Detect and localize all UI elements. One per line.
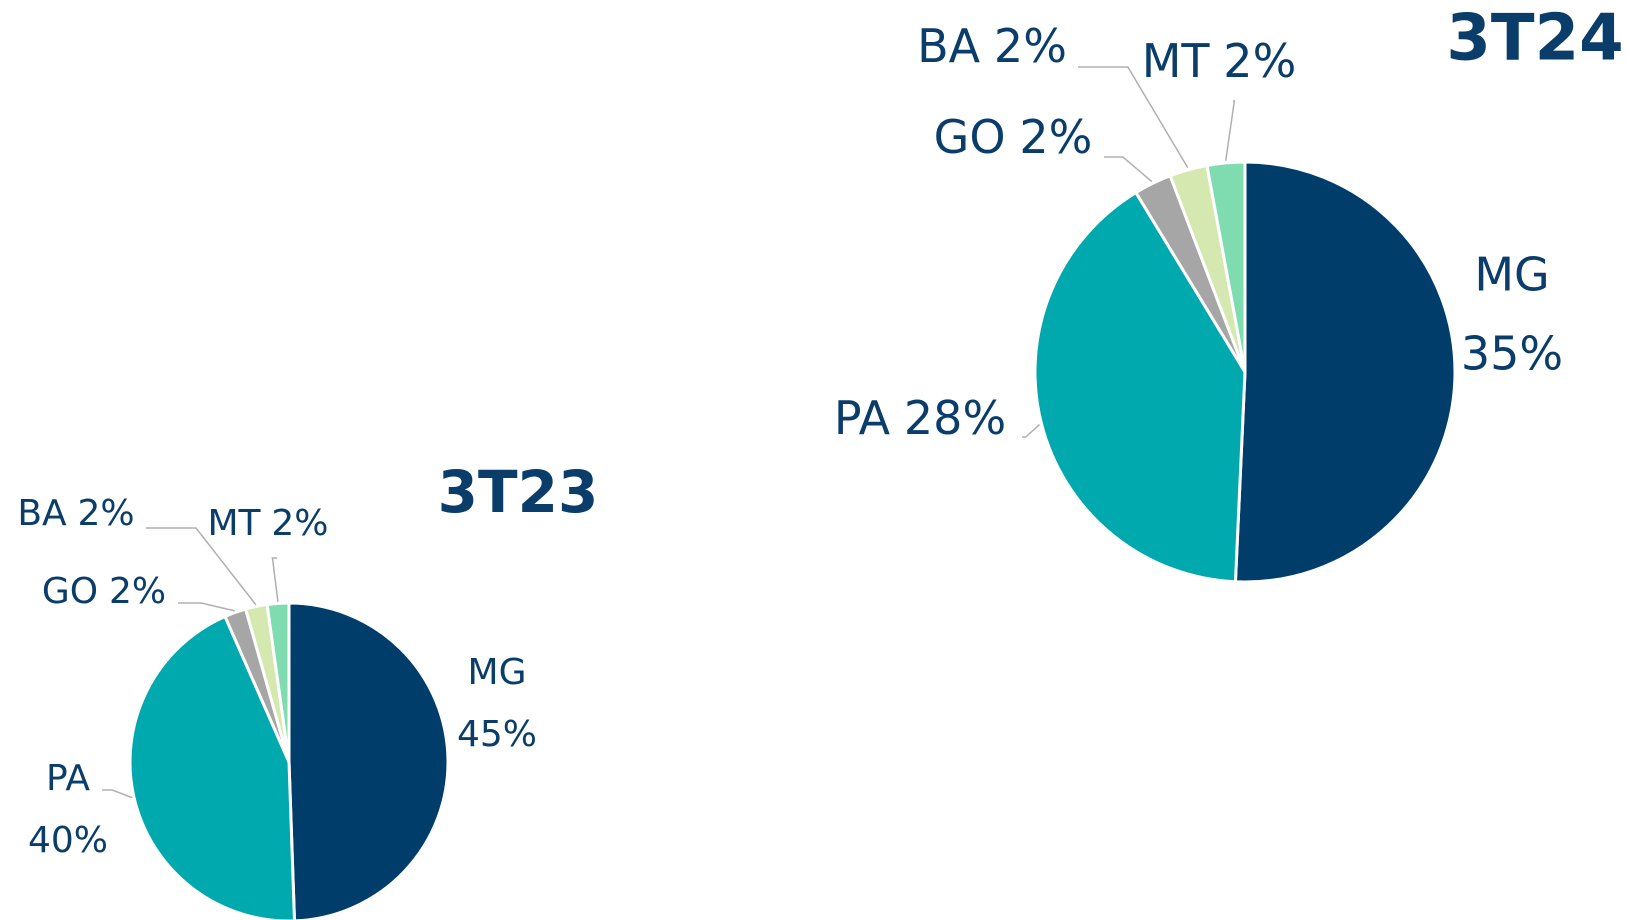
slice-value-label: 40%: [28, 820, 108, 861]
leader-line: [1104, 156, 1153, 183]
leader-line: [102, 789, 133, 799]
slice-category: BA: [17, 493, 67, 534]
leader-line: [1078, 66, 1189, 169]
slice-category: BA: [917, 19, 981, 73]
pie-slice: [1033, 190, 1247, 584]
slice-category: MG: [468, 652, 527, 693]
pie-slice: [1205, 160, 1247, 373]
pie-slice: [265, 601, 291, 763]
leader-line: [271, 557, 279, 602]
slice-value-label: 28%: [904, 391, 1006, 445]
chart-title: 3T24: [1446, 2, 1623, 76]
leader-line: [1022, 424, 1041, 438]
slice-value-label: 2%: [109, 571, 166, 612]
slice-category: PA: [834, 391, 891, 445]
slice-value-label: 2%: [1223, 34, 1296, 88]
slice-label: BA 2%: [917, 19, 1067, 73]
slice-label: GO 2%: [42, 571, 166, 612]
slice-label: GO 2%: [934, 110, 1093, 164]
slice-category: MT: [1142, 34, 1211, 88]
slice-category: GO: [934, 110, 1006, 164]
slice-value-label: 2%: [78, 493, 135, 534]
chart-title: 3T23: [438, 458, 599, 526]
leader-line: [146, 527, 257, 606]
slice-label: MT 2%: [208, 503, 329, 544]
leader-line: [178, 602, 235, 612]
slice-category: MG: [1474, 248, 1549, 302]
slice-value-label: 2%: [271, 503, 328, 544]
slice-value-label: 2%: [1019, 110, 1092, 164]
slice-value-label: 45%: [457, 714, 537, 755]
pie-slice: [128, 614, 296, 920]
slice-label: MT 2%: [1142, 34, 1297, 88]
pie-slice: [287, 601, 450, 920]
leader-line: [1224, 100, 1236, 161]
slice-category: GO: [42, 571, 98, 612]
slice-label: PA 28%: [834, 391, 1006, 445]
pie-slice: [1233, 160, 1457, 584]
slice-value-label: 35%: [1461, 327, 1563, 381]
slice-category: PA: [46, 758, 90, 799]
slice-label: BA 2%: [17, 493, 134, 534]
slice-category: MT: [208, 503, 262, 544]
slice-value-label: 2%: [994, 19, 1067, 73]
